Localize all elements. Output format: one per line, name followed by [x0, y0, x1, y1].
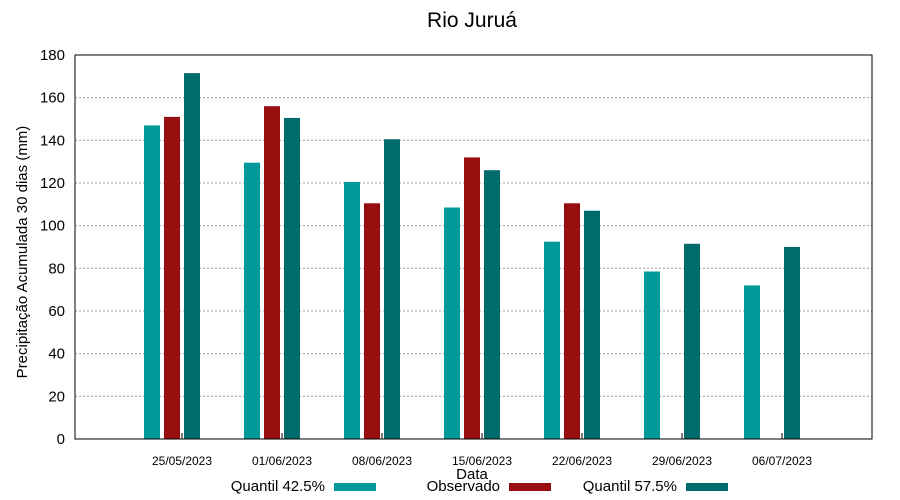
bar: [184, 73, 200, 439]
bar: [644, 271, 660, 439]
bar: [164, 116, 180, 439]
legend-swatch: [334, 483, 376, 491]
bar: [784, 247, 800, 439]
x-tick-label: 25/05/2023: [152, 454, 212, 468]
bar: [484, 170, 500, 439]
legend-label: Quantil 57.5%: [583, 478, 677, 495]
chart-title: Rio Juruá: [427, 9, 517, 32]
x-axis-label: Data: [456, 466, 488, 483]
x-tick-labels: 25/05/2023 01/06/2023 08/06/2023 15/06/2023…: [152, 433, 812, 468]
y-tick-label: 40: [48, 346, 65, 363]
plot-frame: [74, 54, 873, 440]
legend-label: Observado: [427, 478, 500, 495]
bar: [444, 207, 460, 439]
bar: [144, 125, 160, 440]
bar: [564, 203, 580, 439]
bar: [384, 139, 400, 439]
legend-swatch: [509, 483, 551, 491]
y-tick-label: 60: [48, 303, 65, 320]
bar: [544, 241, 560, 439]
bars: [144, 73, 800, 440]
bar: [244, 162, 260, 439]
bar: [744, 285, 760, 439]
bar: [344, 181, 360, 439]
bar: [584, 210, 600, 439]
y-tick-label: 80: [48, 260, 65, 277]
bar: [364, 203, 380, 439]
bar: [264, 106, 280, 439]
x-tick-label: 29/06/2023: [652, 454, 712, 468]
y-tick-label: 120: [40, 175, 65, 192]
x-tick-label: 01/06/2023: [252, 454, 312, 468]
bar: [684, 243, 700, 439]
x-tick-label: 06/07/2023: [752, 454, 812, 468]
bar: [284, 117, 300, 439]
x-tick-label: 22/06/2023: [552, 454, 612, 468]
y-tick-label: 0: [57, 431, 65, 448]
grid-lines: [75, 97, 872, 397]
legend: Quantil 42.5% Observado Quantil 57.5%: [231, 478, 728, 495]
bar: [464, 157, 480, 439]
y-tick-label: 20: [48, 388, 65, 405]
x-tick-label: 08/06/2023: [352, 454, 412, 468]
legend-swatch: [686, 483, 728, 491]
x-tick-label: 15/06/2023: [452, 454, 512, 468]
y-tick-label: 100: [40, 218, 65, 235]
y-tick-label: 140: [40, 132, 65, 149]
y-tick-label: 180: [40, 47, 65, 64]
legend-label: Quantil 42.5%: [231, 478, 325, 495]
y-tick-label: 160: [40, 90, 65, 107]
y-tick-labels: 0 20 40 60 80 100 120 140 160 180: [40, 47, 65, 448]
y-axis-label: Precipitação Acumulada 30 dias (mm): [14, 126, 31, 379]
